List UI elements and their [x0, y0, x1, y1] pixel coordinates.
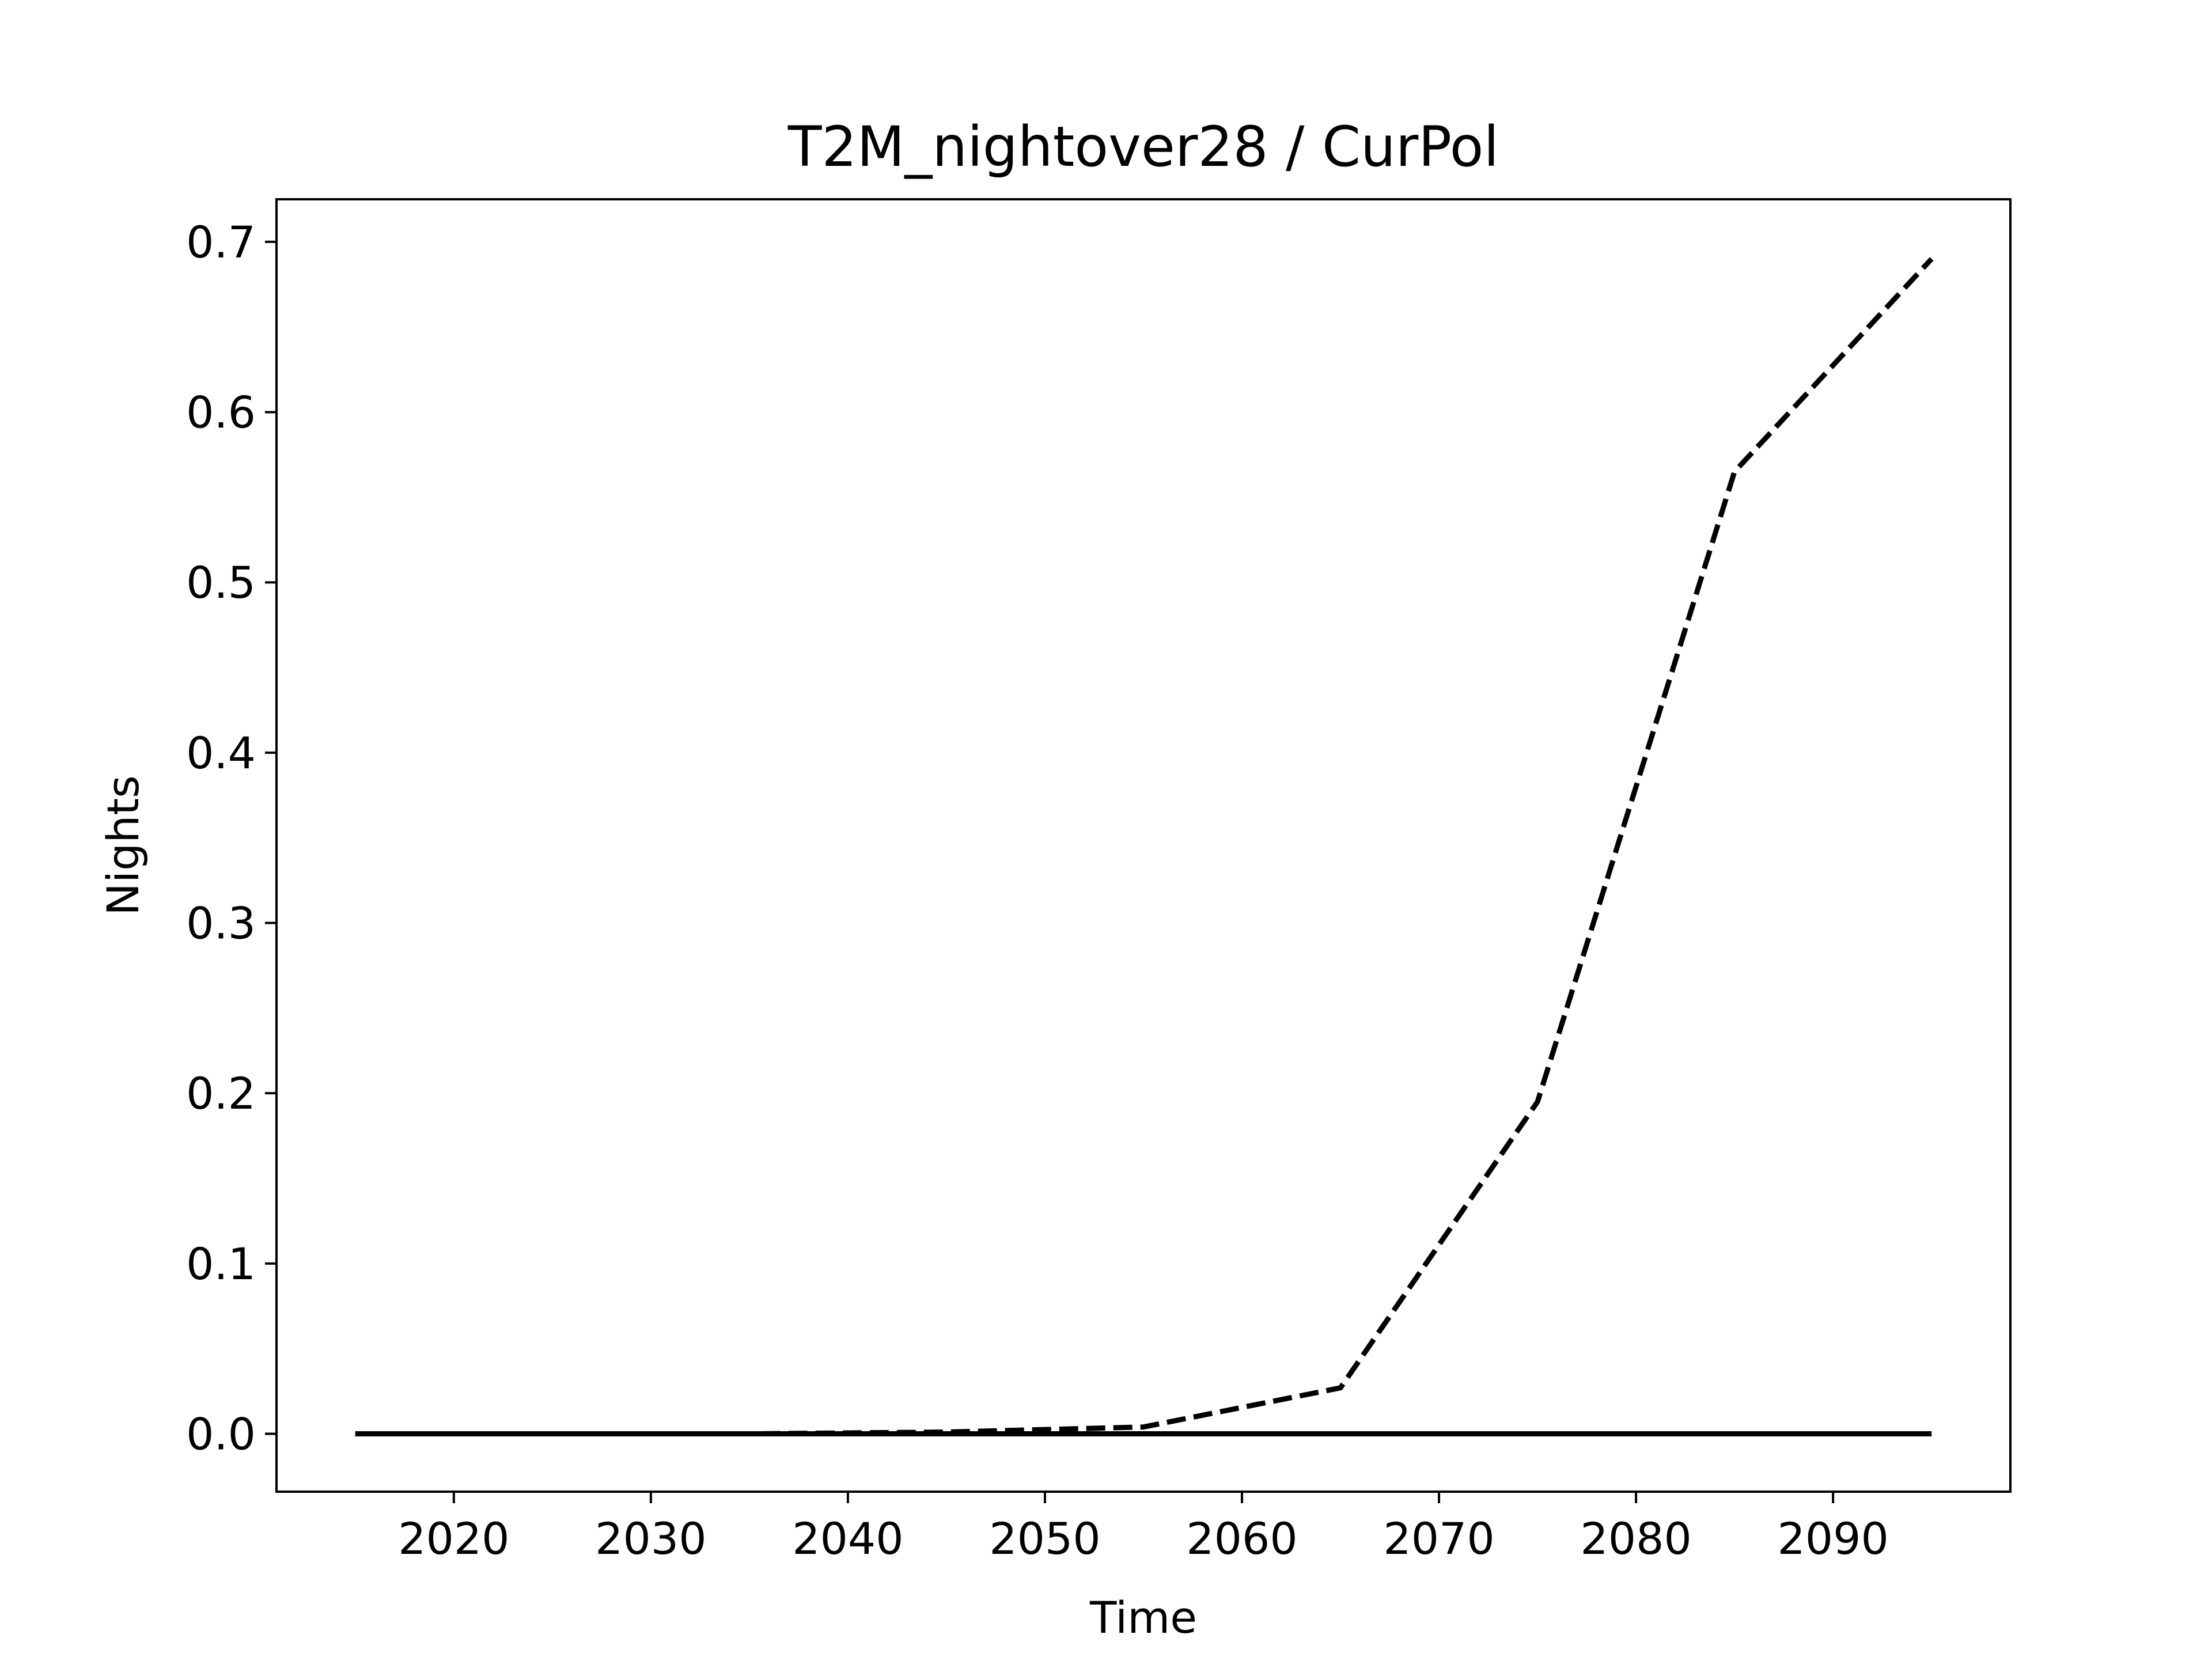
x-tick-label: 2050: [989, 1513, 1100, 1564]
y-tick-label: 0.0: [186, 1408, 256, 1459]
x-tick-label: 2020: [398, 1513, 509, 1564]
y-axis-ticks: 0.0 0.1 0.2 0.3 0.4 0.5 0.6 0.7: [186, 217, 276, 1459]
x-tick-label: 2090: [1777, 1513, 1888, 1564]
chart-title: T2M_nightover28 / CurPol: [787, 115, 1499, 179]
y-axis-label: Nights: [97, 775, 149, 916]
y-tick-label: 0.4: [186, 727, 256, 779]
series-layer: [355, 257, 1934, 1436]
y-tick-label: 0.2: [186, 1068, 256, 1119]
x-tick-label: 2080: [1580, 1513, 1691, 1564]
y-tick-label: 0.1: [186, 1238, 256, 1290]
series-line-dashed-0: [355, 257, 1934, 1436]
x-tick-label: 2060: [1186, 1513, 1297, 1564]
y-tick-label: 0.6: [186, 387, 256, 438]
y-tick-label: 0.5: [186, 557, 256, 608]
x-axis-label: Time: [1089, 1592, 1197, 1643]
x-tick-label: 2030: [595, 1513, 706, 1564]
plot-area-frame: [275, 198, 2012, 1493]
x-tick-label: 2040: [792, 1513, 903, 1564]
y-tick-label: 0.7: [186, 217, 256, 268]
y-tick-label: 0.3: [186, 898, 256, 949]
x-tick-label: 2070: [1383, 1513, 1494, 1564]
x-axis-ticks: 2020 2030 2040 2050 2060 2070 2080 2090: [398, 1492, 1889, 1564]
